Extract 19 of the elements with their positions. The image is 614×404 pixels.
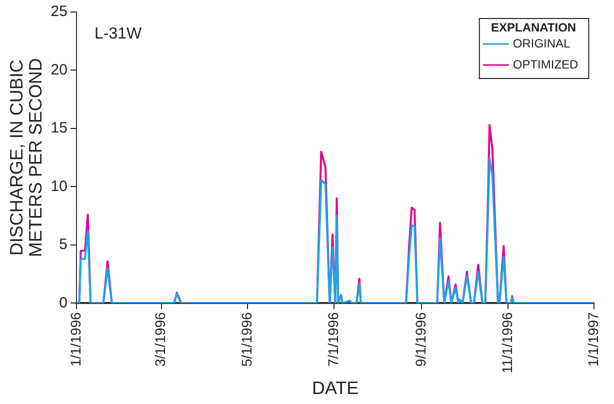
y-tick-label: 5 [59,236,68,254]
x-tick-label: 9/1/1996 [412,312,428,367]
y-tick-label: 10 [50,178,68,195]
annotation: L-31W [94,25,143,42]
y-tick-label: 20 [50,61,68,78]
x-tick-label: 7/1/1996 [324,312,341,367]
x-tick-label: 11/1/1996 [498,312,515,374]
y-tick-label: 25 [50,3,68,20]
y-tick-label: 0 [59,294,68,312]
y-tick-label: 15 [50,120,68,137]
legend-label: OPTIMIZED [512,57,579,72]
x-axis-title: DATE [312,378,359,398]
x-tick-label: 1/1/1996 [67,312,84,367]
legend-title: EXPLANATION [490,20,576,34]
x-tick-label: 5/1/1996 [238,312,254,367]
legend-label: ORIGINAL [512,36,571,50]
x-tick-label: 3/1/1996 [152,312,168,367]
y-axis-title: DISCHARGE, IN CUBIC METERS PER SECOND [6,58,46,258]
x-tick-label: 1/1/1997 [585,312,602,367]
